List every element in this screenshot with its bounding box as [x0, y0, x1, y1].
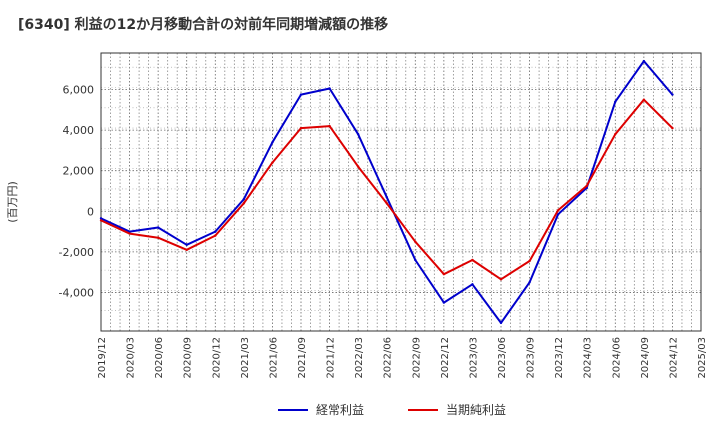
legend-label-1: 当期純利益 [446, 403, 506, 417]
data-point [214, 234, 217, 237]
data-point [671, 126, 674, 130]
x-tick-label: 2020/03 [126, 337, 137, 379]
legend-label-0: 経常利益 [316, 403, 364, 417]
x-tick-label: 2024/09 [640, 337, 651, 379]
x-tick-label: 2025/03 [697, 337, 708, 379]
x-tick-label: 2020/09 [183, 337, 194, 379]
y-axis-label: (百万円) [6, 181, 19, 223]
x-tick-label: 2021/06 [268, 337, 279, 379]
data-point [442, 272, 446, 276]
data-point [328, 124, 331, 128]
y-tick-label: 6,000 [63, 84, 95, 97]
data-point [299, 126, 303, 130]
data-point [328, 87, 331, 90]
data-point [556, 209, 560, 212]
data-point [242, 201, 246, 205]
data-point [185, 248, 188, 252]
data-point [356, 132, 360, 136]
y-tick-label: 2,000 [63, 165, 95, 178]
y-tick-label: -2,000 [59, 246, 94, 259]
data-point [271, 141, 274, 144]
plot-area [101, 53, 701, 331]
x-tick-label: 2024/06 [611, 337, 622, 379]
data-point [671, 93, 674, 96]
data-point [585, 184, 588, 188]
y-tick-label: -4,000 [59, 286, 94, 299]
x-tick-label: 2021/09 [297, 337, 308, 379]
data-point [528, 259, 531, 263]
x-tick-label: 2019/12 [97, 337, 108, 379]
x-tick-label: 2021/03 [240, 337, 251, 379]
chart-title: [6340] 利益の12か月移動合計の対前年同期増減額の推移 [18, 17, 389, 33]
data-point [499, 278, 503, 281]
data-point [642, 98, 646, 101]
data-point [156, 236, 160, 239]
x-tick-label: 2023/09 [526, 337, 537, 379]
x-tick-label: 2024/03 [583, 337, 594, 379]
data-point [385, 201, 388, 205]
x-tick-label: 2020/12 [211, 337, 222, 379]
x-tick-label: 2022/09 [411, 337, 422, 379]
data-point [128, 232, 131, 235]
data-point [156, 226, 160, 229]
data-point [356, 165, 360, 168]
data-point [442, 301, 446, 304]
data-point [385, 195, 388, 199]
x-tick-label: 2022/12 [440, 337, 451, 379]
data-point [614, 100, 617, 103]
data-point [214, 230, 217, 233]
x-tick-label: 2023/06 [497, 337, 508, 379]
data-point [471, 283, 474, 286]
data-point [414, 258, 417, 262]
data-point [99, 219, 103, 222]
data-point [528, 281, 531, 284]
data-point [614, 132, 617, 136]
data-point [99, 217, 103, 220]
data-point [414, 240, 417, 243]
data-point [242, 197, 246, 201]
data-point [471, 258, 474, 262]
data-point [499, 321, 503, 325]
data-point [271, 161, 274, 164]
x-tick-label: 2021/12 [326, 337, 337, 379]
data-point [128, 230, 131, 233]
x-tick-label: 2020/06 [154, 337, 165, 379]
x-tick-label: 2022/03 [354, 337, 365, 379]
y-tick-label: 4,000 [63, 124, 95, 137]
data-point [642, 59, 646, 63]
x-tick-label: 2022/06 [383, 337, 394, 379]
x-tick-label: 2023/12 [554, 337, 565, 379]
x-tick-label: 2023/03 [468, 337, 479, 379]
data-point [185, 243, 188, 246]
data-point [556, 213, 560, 216]
x-tick-label: 2024/12 [668, 337, 679, 379]
plot-border [100, 52, 702, 332]
data-point [299, 93, 303, 96]
y-tick-label: 0 [87, 205, 94, 218]
